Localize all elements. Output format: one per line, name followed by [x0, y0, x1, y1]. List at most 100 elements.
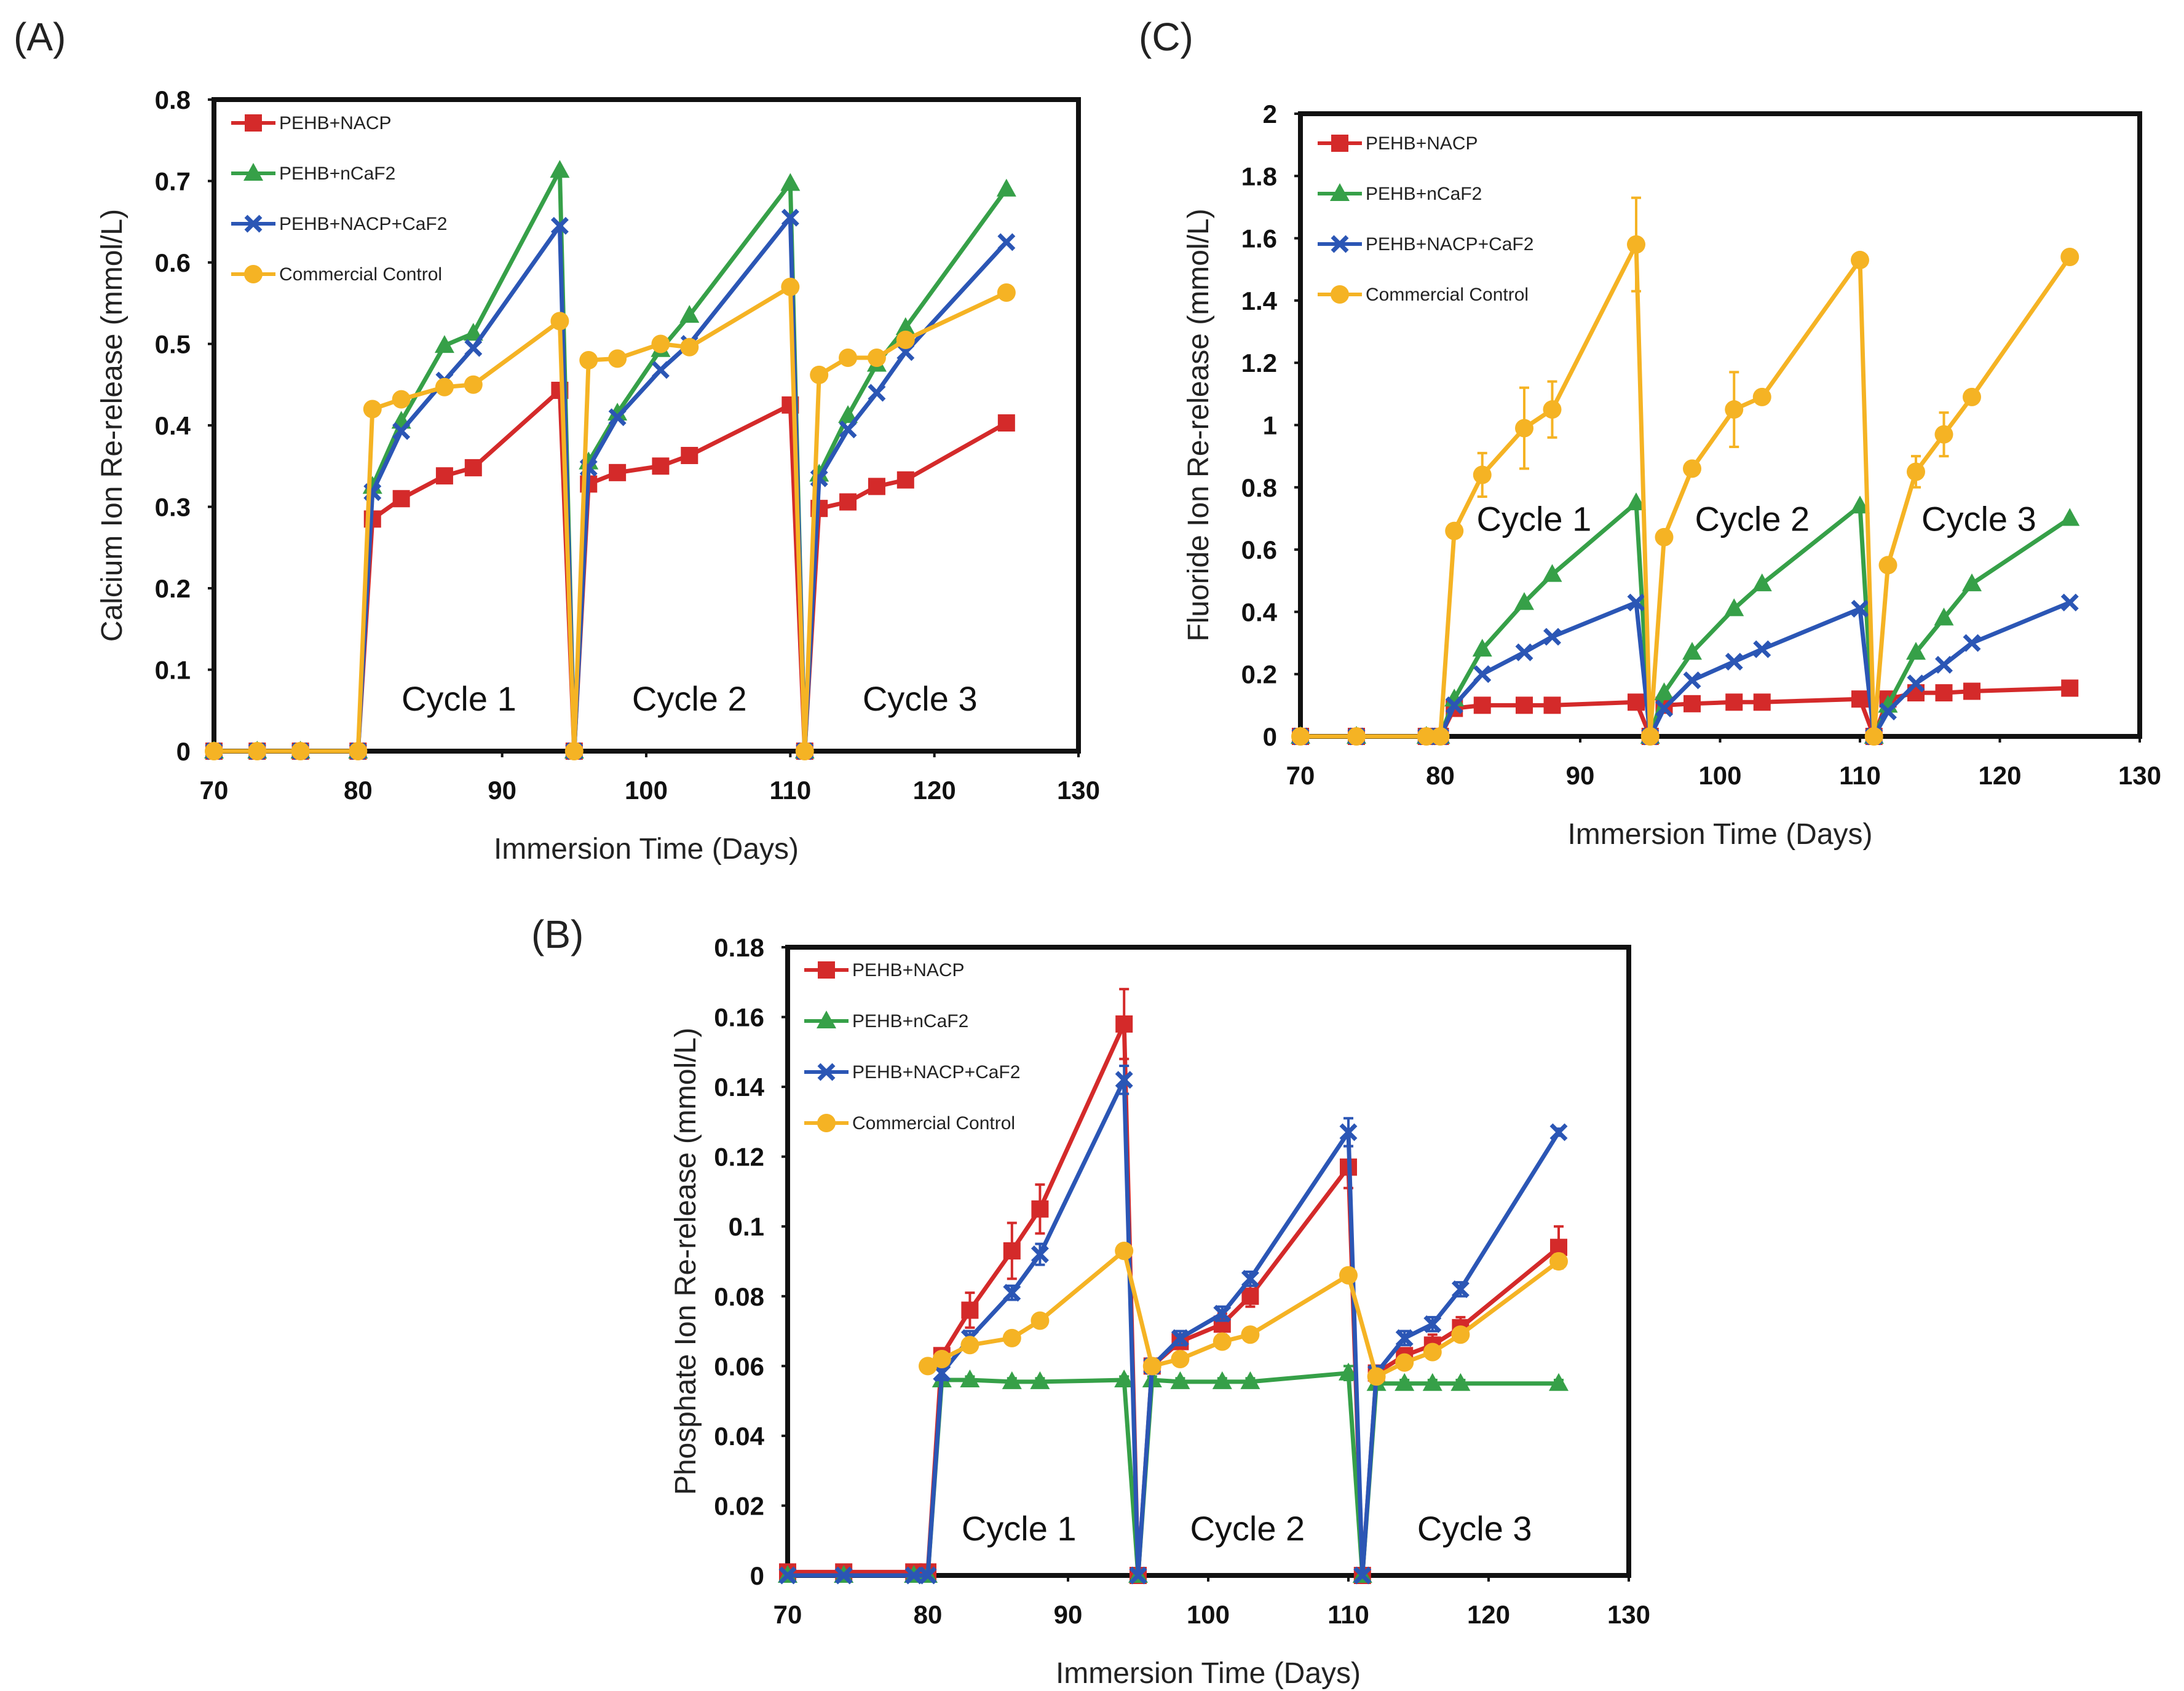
data-point	[867, 349, 886, 368]
data-point	[1339, 1123, 1358, 1141]
legend-label: Commercial Control	[852, 1113, 1015, 1133]
series-commercial-control	[919, 1241, 1568, 1386]
data-point	[1935, 656, 1953, 674]
x-axis-title: Immersion Time (Days)	[1567, 818, 1872, 851]
data-point	[1031, 1311, 1050, 1330]
data-point	[1030, 1371, 1050, 1389]
data-point	[904, 1566, 923, 1585]
data-point	[1626, 492, 1646, 511]
legend-marker	[817, 1063, 836, 1081]
y-tick-label: 0	[176, 737, 191, 766]
data-point	[1031, 1245, 1049, 1264]
legend: PEHB+NACP PEHB+nCaF2 PEHB+NACP+CaF2 Commerc…	[231, 113, 447, 285]
data-point	[1640, 727, 1660, 746]
data-point	[1450, 1373, 1471, 1391]
y-tick-label: 0.7	[155, 167, 191, 196]
data-point	[1431, 727, 1450, 746]
data-point	[349, 742, 368, 760]
x-axis-title: Immersion Time (Days)	[494, 833, 799, 865]
data-point	[1445, 521, 1464, 540]
data-point	[2060, 593, 2079, 612]
panel-label: (C)	[1139, 15, 1193, 59]
legend-marker	[243, 163, 263, 181]
data-point	[435, 467, 453, 485]
x-tick-label: 130	[2118, 761, 2161, 790]
data-point	[1423, 1342, 1442, 1362]
data-point	[1367, 1367, 1386, 1386]
data-point	[1002, 1371, 1022, 1389]
legend-label: PEHB+nCaF2	[1366, 184, 1482, 204]
data-point	[1347, 727, 1366, 746]
data-point	[1753, 640, 1771, 658]
data-point	[1003, 1242, 1021, 1259]
y-tick-label: 0	[1263, 722, 1277, 751]
data-point	[781, 277, 800, 296]
data-point	[1752, 387, 1771, 406]
x-tick-label: 70	[1286, 761, 1315, 790]
data-point	[1212, 1371, 1232, 1389]
data-point	[895, 317, 916, 335]
data-point	[1515, 643, 1533, 661]
data-point	[579, 351, 598, 369]
x-tick-label: 110	[1839, 761, 1881, 790]
data-point	[1963, 634, 1981, 652]
series-pehb-ncaf2	[778, 1362, 1569, 1583]
data-point	[392, 490, 410, 508]
data-point	[1171, 1349, 1190, 1368]
data-point	[1142, 1357, 1161, 1376]
cycle-annotation: Cycle 2	[632, 679, 747, 718]
x-tick-label: 130	[1057, 776, 1100, 805]
x-tick-label: 110	[769, 776, 811, 805]
data-point	[1395, 1373, 1415, 1391]
data-point	[1878, 556, 1897, 575]
data-point	[464, 375, 483, 394]
data-point	[1445, 696, 1463, 714]
data-point	[1654, 682, 1674, 701]
data-point	[780, 173, 801, 191]
data-point	[1628, 693, 1645, 711]
y-tick-label: 1	[1263, 411, 1277, 440]
legend-marker	[245, 114, 262, 132]
data-point	[1542, 564, 1562, 582]
data-point	[1907, 462, 1925, 481]
chart-panel-a: (A) 0 0.1 0.2 0.3 0.4 0.5 0.6 0.7 0.8 70 80 90 100 110…	[14, 15, 1100, 865]
x-tick-label: 80	[914, 1600, 943, 1629]
data-point	[996, 178, 1016, 197]
x-tick-label: 80	[344, 776, 373, 805]
data-point	[1240, 1371, 1260, 1389]
data-point	[1725, 652, 1743, 671]
data-point	[1473, 465, 1492, 484]
y-tick-label: 0	[750, 1561, 764, 1590]
y-tick-label: 0.08	[714, 1282, 764, 1311]
legend-marker	[817, 1011, 836, 1028]
data-point	[839, 349, 858, 368]
data-point	[1213, 1304, 1232, 1323]
data-point	[1451, 1280, 1470, 1298]
data-point	[1549, 1252, 1568, 1271]
data-point	[1291, 727, 1310, 746]
data-point	[1417, 727, 1436, 746]
data-point	[961, 1301, 979, 1319]
data-point	[1213, 1332, 1232, 1351]
cycle-annotation: Cycle 2	[1190, 1509, 1305, 1548]
y-tick-label: 0.8	[155, 85, 191, 114]
data-point	[1627, 235, 1645, 254]
data-point	[652, 457, 670, 475]
data-point	[1115, 1071, 1133, 1089]
y-tick-label: 0.3	[155, 493, 191, 522]
data-point	[919, 1566, 937, 1585]
data-point	[1725, 400, 1744, 419]
data-point	[839, 493, 857, 511]
data-point	[1395, 1353, 1414, 1372]
legend-marker	[818, 961, 835, 979]
data-point	[1935, 684, 1953, 702]
data-point	[1683, 671, 1701, 690]
data-point	[1934, 425, 1953, 444]
data-point	[1129, 1566, 1147, 1585]
data-point	[933, 1364, 951, 1382]
y-tick-label: 0.1	[729, 1212, 764, 1241]
data-point	[2061, 679, 2079, 697]
cycle-annotation: Cycle 1	[1477, 500, 1592, 538]
data-point	[1724, 598, 1744, 617]
series-pehb-ncaf2	[204, 160, 1016, 759]
